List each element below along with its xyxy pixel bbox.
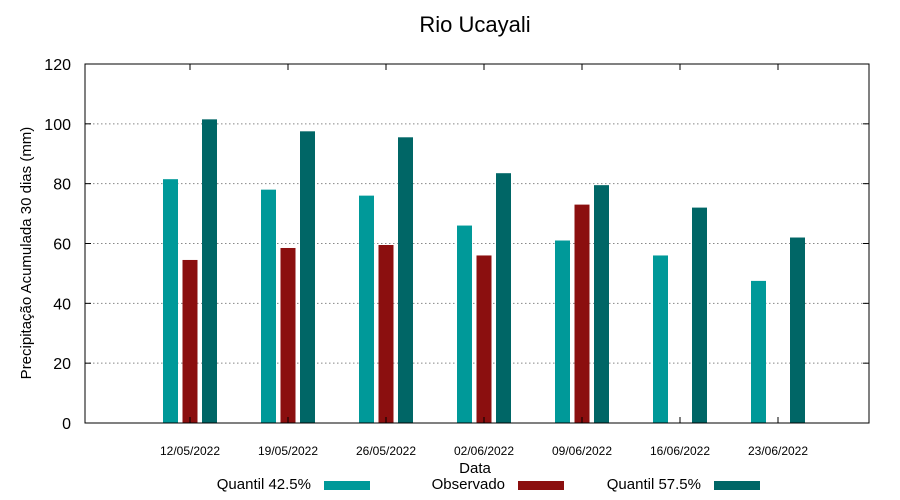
x-tick-label: 19/05/2022 [258,444,318,458]
y-tick-label: 40 [53,296,71,313]
legend-swatch [324,481,370,490]
bar-quantil-42-5-3 [359,195,374,423]
bar-quantil-42-5-4 [457,225,472,423]
y-tick-label: 60 [53,237,71,254]
bar-observado-5 [574,204,590,423]
x-tick-label: 16/06/2022 [650,444,710,458]
x-tick-label: 26/05/2022 [356,444,416,458]
x-axis: 12/05/2022 19/05/2022 26/05/2022 02/06/2022… [160,64,808,458]
bar-quantil-57-5-3 [398,137,413,423]
y-tick-label: 0 [62,416,71,433]
legend-swatch [518,481,564,490]
bars [163,119,805,424]
bar-quantil-57-5-1 [202,119,217,424]
x-tick-label: 23/06/2022 [748,444,808,458]
bar-quantil-57-5-7 [790,237,805,423]
x-tick-label: 02/06/2022 [454,444,514,458]
y-axis-label: Precipitação Acumulada 30 dias (mm) [18,127,35,380]
x-tick-label: 09/06/2022 [552,444,612,458]
bar-quantil-42-5-1 [163,179,178,423]
bar-quantil-57-5-5 [594,185,609,423]
y-tick-label: 80 [53,177,71,194]
bar-observado-1 [182,259,198,423]
x-tick-label: 12/05/2022 [160,444,220,458]
y-tick-label: 100 [44,117,71,134]
bar-quantil-57-5-6 [692,207,707,423]
x-axis-label: Data [459,460,491,477]
legend-label: Quantil 42.5% [217,476,311,493]
legend-label: Quantil 57.5% [607,476,701,493]
y-tick-label: 20 [53,356,71,373]
y-tick-label: 120 [44,57,71,74]
legend-swatch [714,481,760,490]
bar-observado-3 [378,244,394,423]
y-axis: 0 20 40 60 80 100 120 [44,57,869,433]
bar-quantil-42-5-2 [261,189,276,423]
bar-quantil-42-5-7 [751,280,766,423]
bar-quantil-42-5-6 [653,255,668,423]
bar-quantil-57-5-4 [496,173,511,423]
chart-title: Rio Ucayali [419,12,530,37]
bar-observado-4 [476,255,492,423]
bar-quantil-42-5-5 [555,240,570,423]
legend-label: Observado [432,476,505,493]
bar-observado-2 [280,247,296,423]
bar-quantil-57-5-2 [300,131,315,423]
legend: Quantil 42.5% Observado Quantil 57.5% [217,476,760,493]
